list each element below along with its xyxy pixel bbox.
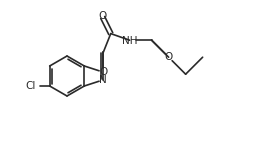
Text: O: O xyxy=(165,52,173,62)
Text: N: N xyxy=(100,75,107,85)
Text: Cl: Cl xyxy=(25,81,36,91)
Text: NH: NH xyxy=(122,36,137,46)
Text: O: O xyxy=(99,11,107,21)
Text: O: O xyxy=(99,67,107,77)
